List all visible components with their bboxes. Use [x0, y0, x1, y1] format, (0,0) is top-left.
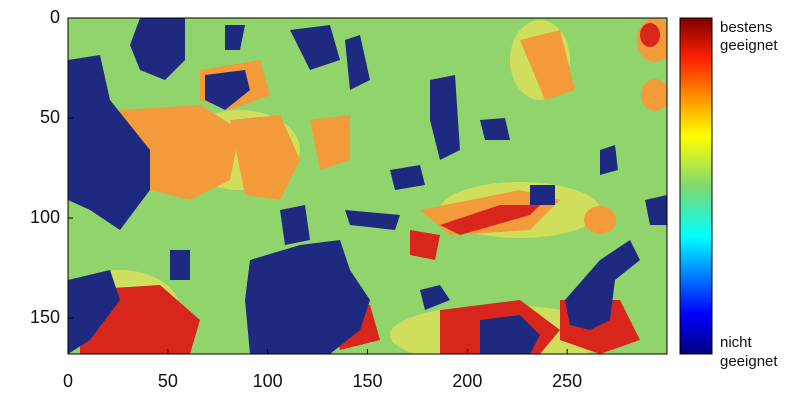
x-tick-label: 0: [63, 371, 73, 391]
y-tick-label: 0: [50, 7, 60, 27]
x-tick-label: 200: [452, 371, 482, 391]
heatmap-image: [60, 18, 673, 365]
colorbar-label: geeignet: [720, 353, 778, 370]
colorbar-label: nicht: [720, 334, 753, 351]
chart: bestens geeignet nicht geeignet 0 50 100 15…: [0, 0, 802, 402]
colorbar-label: bestens: [720, 19, 773, 36]
y-tick-label: 150: [30, 307, 60, 327]
y-tick-label: 50: [40, 107, 60, 127]
x-tick-label: 50: [158, 371, 178, 391]
x-tick-label: 100: [253, 371, 283, 391]
x-tick-label: 250: [552, 371, 582, 391]
colorbar-label: geeignet: [720, 37, 778, 54]
colorbar: [680, 18, 712, 354]
y-tick-label: 100: [30, 207, 60, 227]
x-tick-label: 150: [352, 371, 382, 391]
